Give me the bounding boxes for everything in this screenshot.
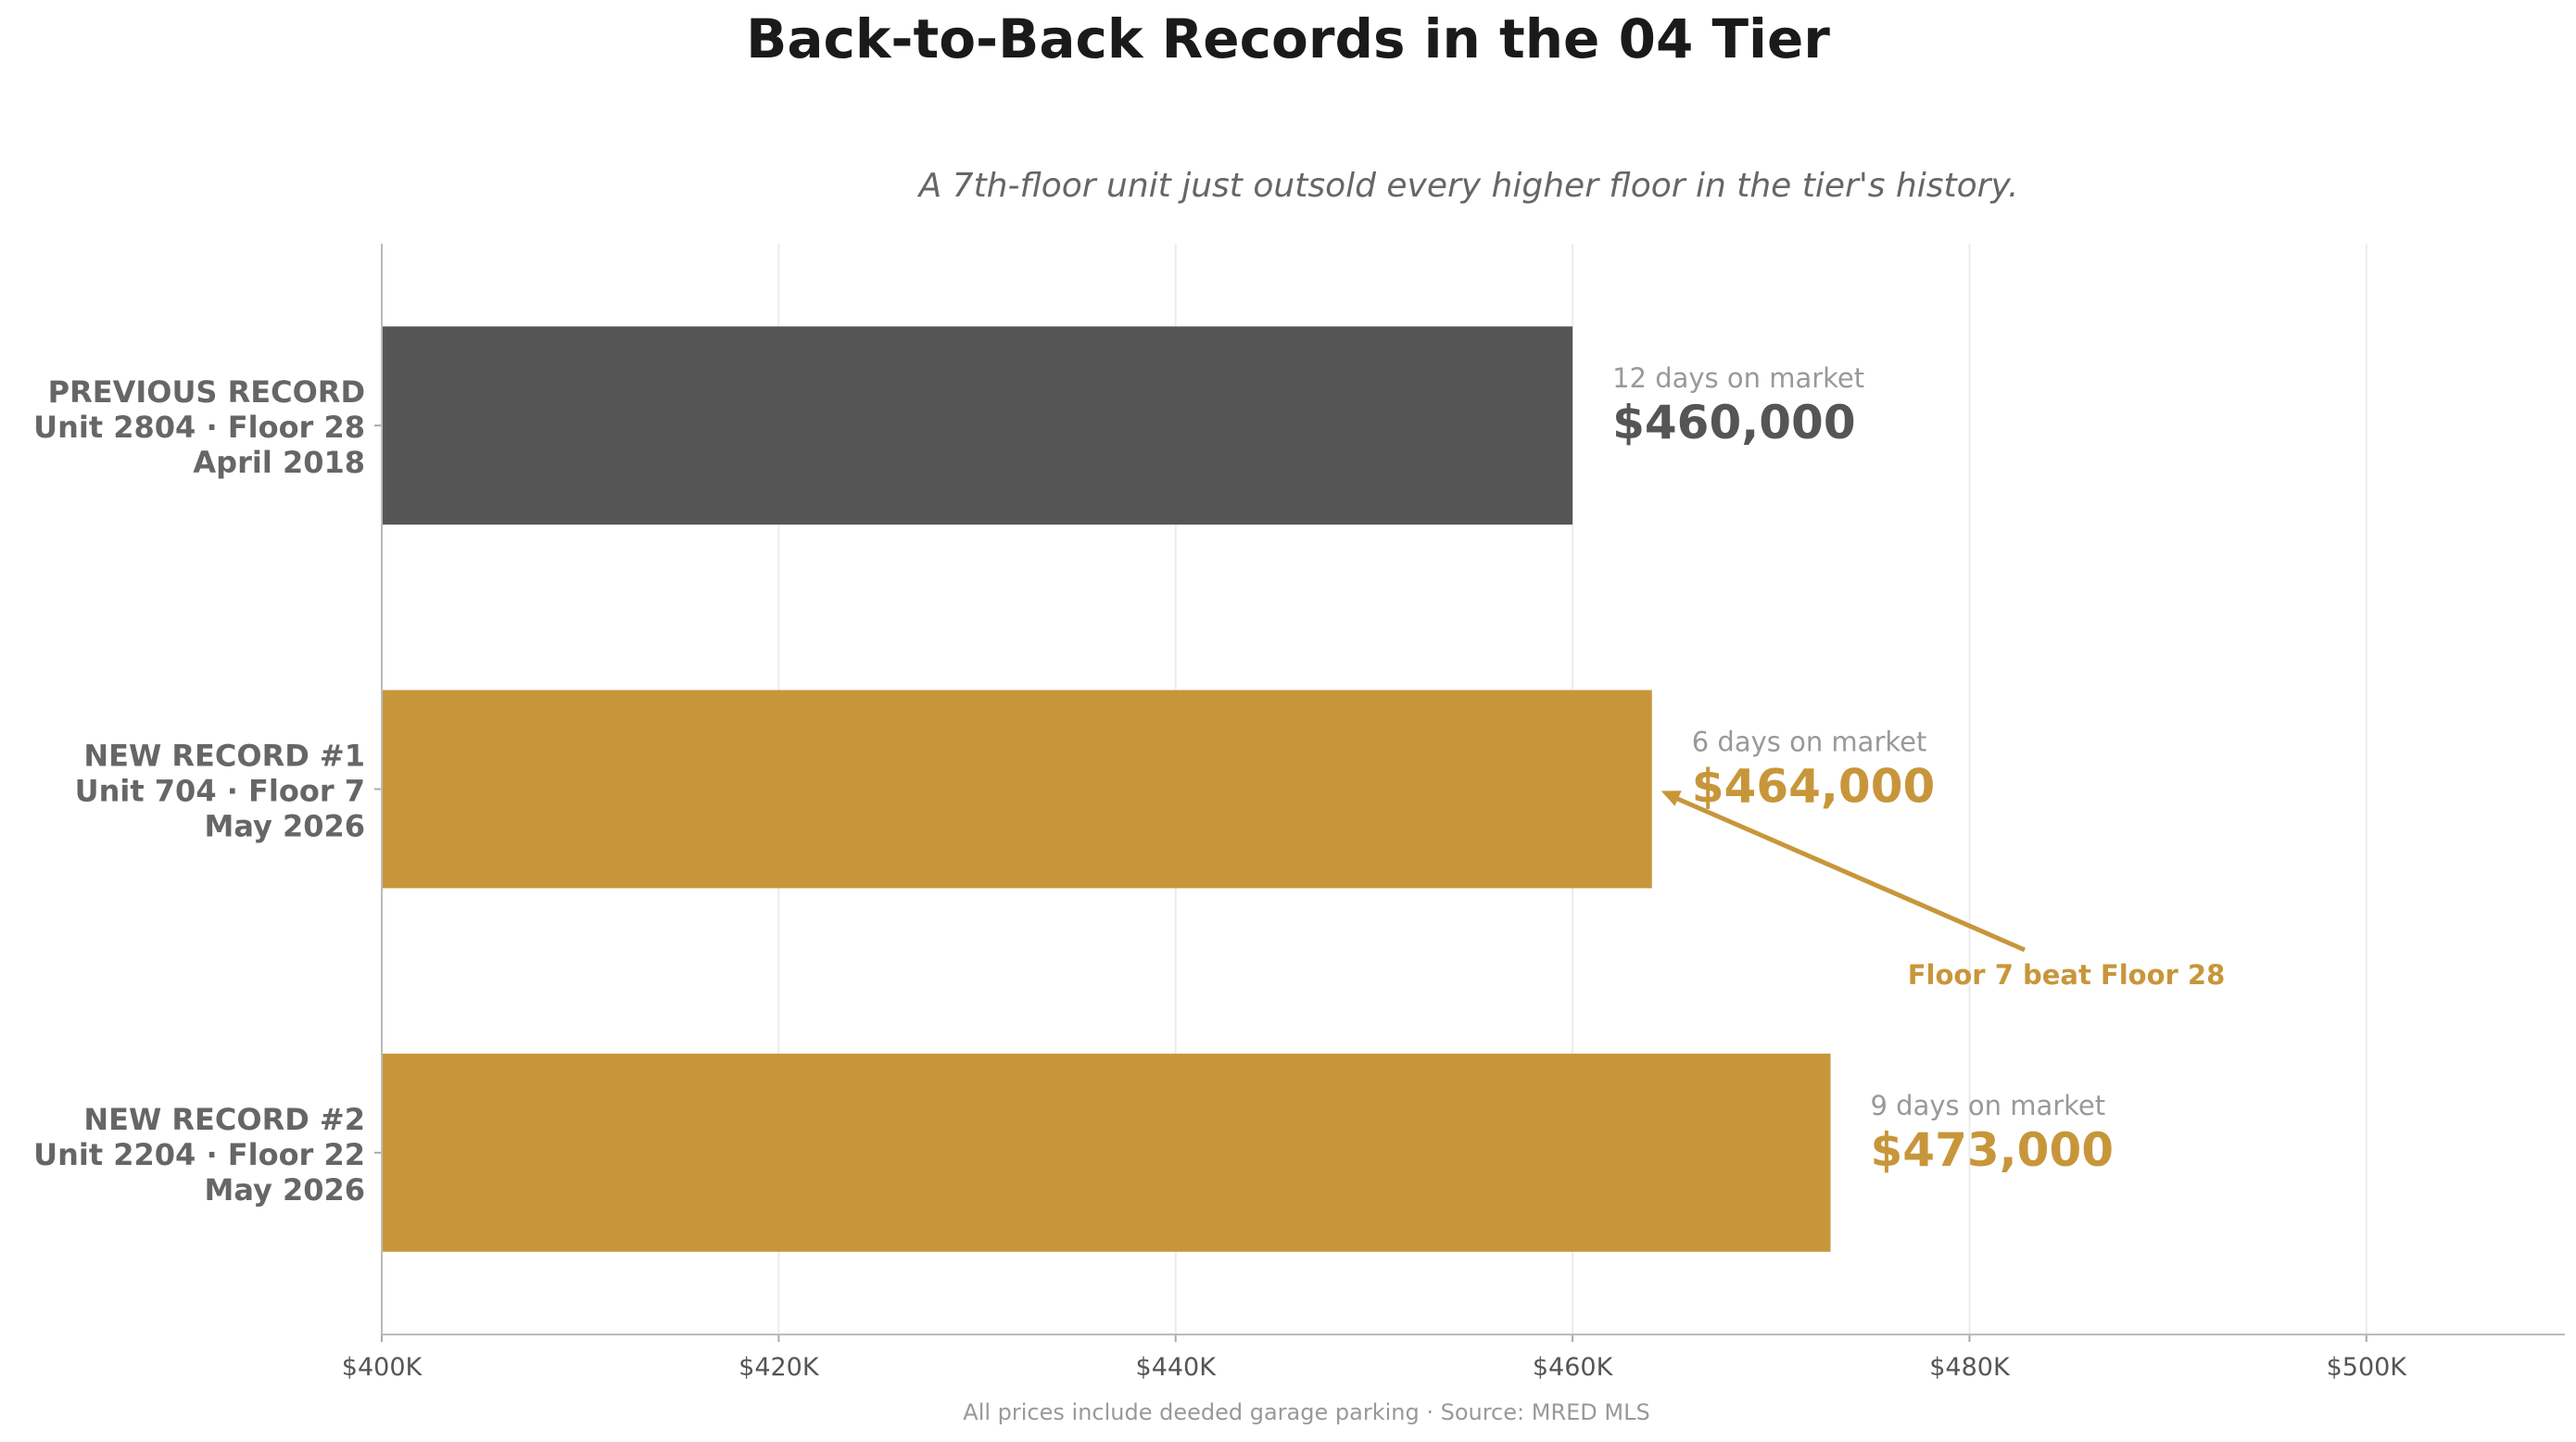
- bar: [382, 689, 1652, 889]
- days-on-market-label: 9 days on market: [1871, 1090, 2106, 1121]
- bar: [382, 1053, 1831, 1252]
- category-label-line2: Unit 2804 · Floor 28: [33, 410, 365, 445]
- x-tick-label: $400K: [342, 1353, 423, 1382]
- category-label-line3: May 2026: [204, 1172, 365, 1208]
- days-on-market-label: 12 days on market: [1612, 362, 1864, 394]
- category-label-line1: NEW RECORD #1: [83, 739, 365, 774]
- category-label-line2: Unit 704 · Floor 7: [75, 774, 365, 809]
- x-tick-label: $500K: [2327, 1353, 2408, 1382]
- annotation-text: Floor 7 beat Floor 28: [1908, 959, 2226, 991]
- data-label: $473,000: [1871, 1123, 2115, 1177]
- x-tick-label: $440K: [1136, 1353, 1218, 1382]
- annotation-arrow: [1671, 794, 2026, 953]
- data-label: $464,000: [1692, 760, 1936, 814]
- x-tick-label: $460K: [1533, 1353, 1614, 1382]
- category-label-line1: NEW RECORD #2: [83, 1102, 365, 1137]
- x-tick-label: $480K: [1929, 1353, 2011, 1382]
- annotation-arrowhead: [1661, 791, 1682, 806]
- axes: $400K $420K $440K $460K $480K $500K: [342, 244, 2565, 1382]
- category-label-line1: PREVIOUS RECORD: [48, 374, 365, 410]
- bar: [382, 326, 1573, 525]
- data-label: $460,000: [1612, 396, 1856, 449]
- x-tick-label: $420K: [739, 1353, 820, 1382]
- category-label-line3: April 2018: [193, 445, 365, 480]
- bars: [382, 326, 1831, 1252]
- annotation: Floor 7 beat Floor 28: [1661, 791, 2226, 991]
- category-label-line2: Unit 2204 · Floor 22: [33, 1137, 365, 1172]
- chart-title: Back-to-Back Records in the 04 Tier: [746, 7, 1830, 70]
- footnote: All prices include deeded garage parking…: [963, 1399, 1649, 1425]
- days-on-market-label: 6 days on market: [1692, 727, 1927, 758]
- category-label-line3: May 2026: [204, 809, 365, 844]
- chart-subtitle: A 7th-floor unit just outsold every high…: [917, 167, 2019, 205]
